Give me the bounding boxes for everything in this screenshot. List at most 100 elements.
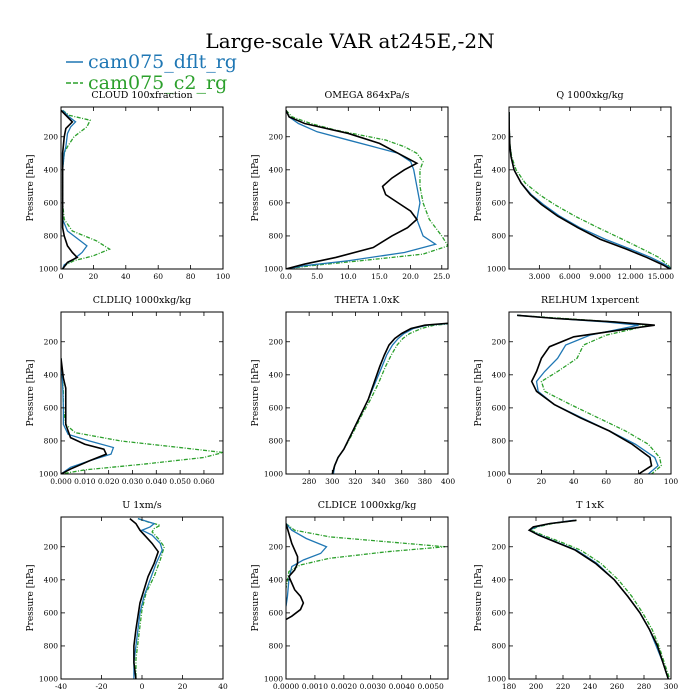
series-line-c2 [331,323,448,474]
series-line-dflt [332,322,448,474]
y-tick-label: 200 [492,132,507,141]
series-line-dflt [286,110,438,269]
x-tick-label: 400 [441,477,456,486]
y-tick-label: 200 [269,132,284,141]
x-tick-label: 380 [418,477,433,486]
panel-title: RELHUM 1xpercent [541,295,639,306]
series-line-dflt [61,109,88,269]
x-tick-label: 0.0 [280,272,292,281]
y-tick-label: 800 [492,231,507,240]
x-tick-label: 280 [302,477,317,486]
x-tick-label: 6.000 [559,272,581,281]
x-tick-label: 60 [601,477,611,486]
y-tick-label: 400 [269,370,284,379]
y-tick-label: 1000 [264,470,283,479]
series-line-obs [527,519,670,679]
y-tick-label: 200 [44,337,59,346]
plot-frame [285,516,449,680]
series-line-c2 [61,358,223,474]
x-tick-label: 20 [89,272,99,281]
y-tick-label: 200 [44,542,59,551]
x-tick-label: 60 [153,272,163,281]
x-tick-label: 0.030 [122,477,144,486]
x-tick-label: 300 [664,682,679,691]
x-tick-label: 340 [371,477,386,486]
x-tick-label: 0.0020 [331,682,357,691]
x-tick-label: 15.000 [648,272,674,281]
series-line-dflt [61,358,115,474]
series-line-obs [129,518,160,679]
panel-1: OMEGA 864xPa/s Pressure [hPa] 200 400 600 800… [251,90,450,281]
x-tick-label: 240 [583,682,598,691]
legend: cam075_dflt_rg cam075_c2_rg [66,51,237,94]
y-tick-label: 400 [44,370,59,379]
y-tick-label: 800 [269,641,284,650]
plot-frame [508,311,672,475]
y-tick-label: 400 [44,165,59,174]
legend-label-1: cam075_c2_rg [88,72,227,94]
y-tick-label: 1000 [264,675,283,684]
y-tick-label: 400 [44,575,59,584]
x-tick-label: 20 [178,682,188,691]
y-tick-label: 200 [269,542,284,551]
y-tick-label: 400 [492,575,507,584]
x-tick-label: 0.0000 [273,682,299,691]
series-line-obs [509,111,671,269]
y-axis-label: Pressure [hPa] [474,154,484,221]
plot-frame [508,106,672,270]
y-tick-label: 600 [44,608,59,617]
panel-7: CLDICE 1000xkg/kg Pressure [hPa] 200 400 600… [251,500,449,691]
series-line-obs [331,322,448,474]
y-tick-label: 1000 [487,470,506,479]
y-tick-label: 800 [44,436,59,445]
series-line-dflt [133,518,163,679]
series-line-c2 [529,519,671,679]
y-tick-label: 1000 [39,470,58,479]
y-tick-label: 600 [269,403,284,412]
y-tick-label: 600 [44,198,59,207]
y-axis-label: Pressure [hPa] [26,564,36,631]
series-line-c2 [286,109,448,269]
x-tick-label: 0.050 [169,477,191,486]
panel-title: CLDICE 1000xkg/kg [318,500,417,511]
y-tick-label: 600 [44,403,59,412]
y-tick-label: 200 [492,337,507,346]
y-tick-label: 600 [269,198,284,207]
series-line-c2 [135,518,165,679]
x-tick-label: 0.060 [193,477,215,486]
x-tick-label: 3.000 [529,272,551,281]
x-tick-label: 80 [186,272,196,281]
x-tick-label: 40 [121,272,131,281]
y-tick-label: 800 [44,231,59,240]
y-tick-label: 800 [492,641,507,650]
x-tick-label: 0.0010 [302,682,328,691]
x-tick-label: 360 [395,477,410,486]
panel-title: CLOUD 100xfraction [91,90,192,101]
y-axis-label: Pressure [hPa] [26,154,36,221]
series-line-obs [286,523,305,621]
y-axis-label: Pressure [hPa] [26,359,36,426]
y-tick-label: 800 [269,231,284,240]
series-line-c2 [286,523,446,589]
x-tick-label: 100 [664,477,679,486]
plot-frame [60,106,224,270]
x-tick-label: 260 [610,682,625,691]
y-tick-label: 400 [492,165,507,174]
series-line-dflt [286,523,328,607]
panel-grid: CLOUD 100xfraction Pressure [hPa] 200 400 60… [26,90,678,691]
y-tick-label: 600 [269,608,284,617]
panel-title: CLDLIQ 1000xkg/kg [93,295,191,306]
x-tick-label: 0.020 [98,477,120,486]
series-line-obs [286,109,419,269]
y-tick-label: 1000 [264,265,283,274]
series-line-dflt [517,314,659,474]
x-tick-label: 0.0050 [418,682,444,691]
x-tick-label: -40 [55,682,67,691]
x-tick-label: 5.0 [311,272,323,281]
panel-3: CLDLIQ 1000xkg/kg Pressure [hPa] 200 400 600… [26,295,224,486]
y-axis-label: Pressure [hPa] [474,359,484,426]
